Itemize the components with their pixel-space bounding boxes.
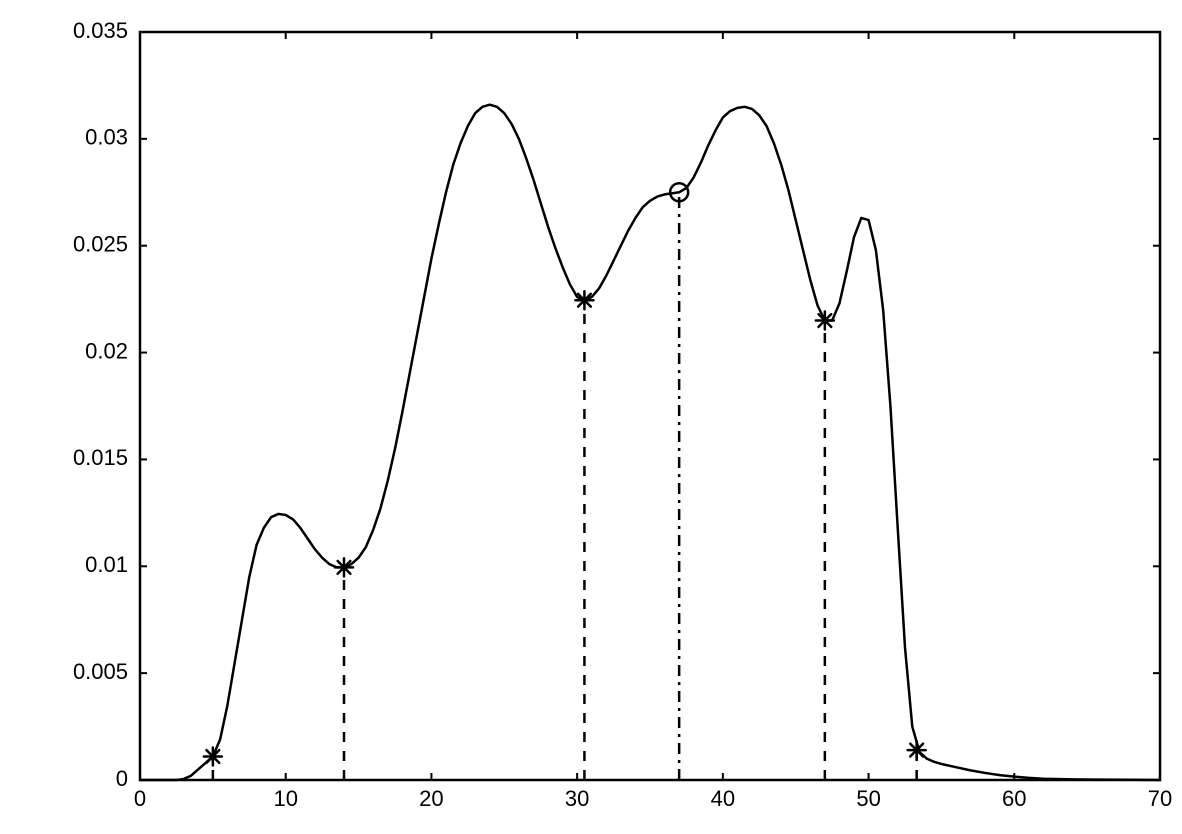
x-tick-label: 20 [419,786,443,811]
x-tick-label: 50 [856,786,880,811]
line-chart: 0 10 20 30 40 50 60 70 0 0.005 0.01 0.015 0.02 0.025 0… [0,0,1182,834]
y-tick-label: 0.005 [73,659,128,684]
chart-container: 0 10 20 30 40 50 60 70 0 0.005 0.01 0.015 0.02 0.025 0… [0,0,1182,834]
star-marker [816,312,834,330]
star-marker [908,741,926,759]
y-tick-label: 0.035 [73,18,128,43]
x-tick-label: 30 [565,786,589,811]
y-tick-label: 0.02 [85,338,128,363]
y-tick-label: 0 [116,766,128,791]
star-marker [335,558,353,576]
star-marker [575,291,593,309]
x-tick-label: 0 [134,786,146,811]
star-marker [204,747,222,765]
y-tick-label: 0.025 [73,232,128,257]
y-tick-label: 0.01 [85,552,128,577]
y-tick-label: 0.03 [85,125,128,150]
x-tick-label: 10 [273,786,297,811]
x-tick-label: 40 [711,786,735,811]
x-tick-label: 70 [1148,786,1172,811]
y-tick-label: 0.015 [73,445,128,470]
x-tick-label: 60 [1002,786,1026,811]
